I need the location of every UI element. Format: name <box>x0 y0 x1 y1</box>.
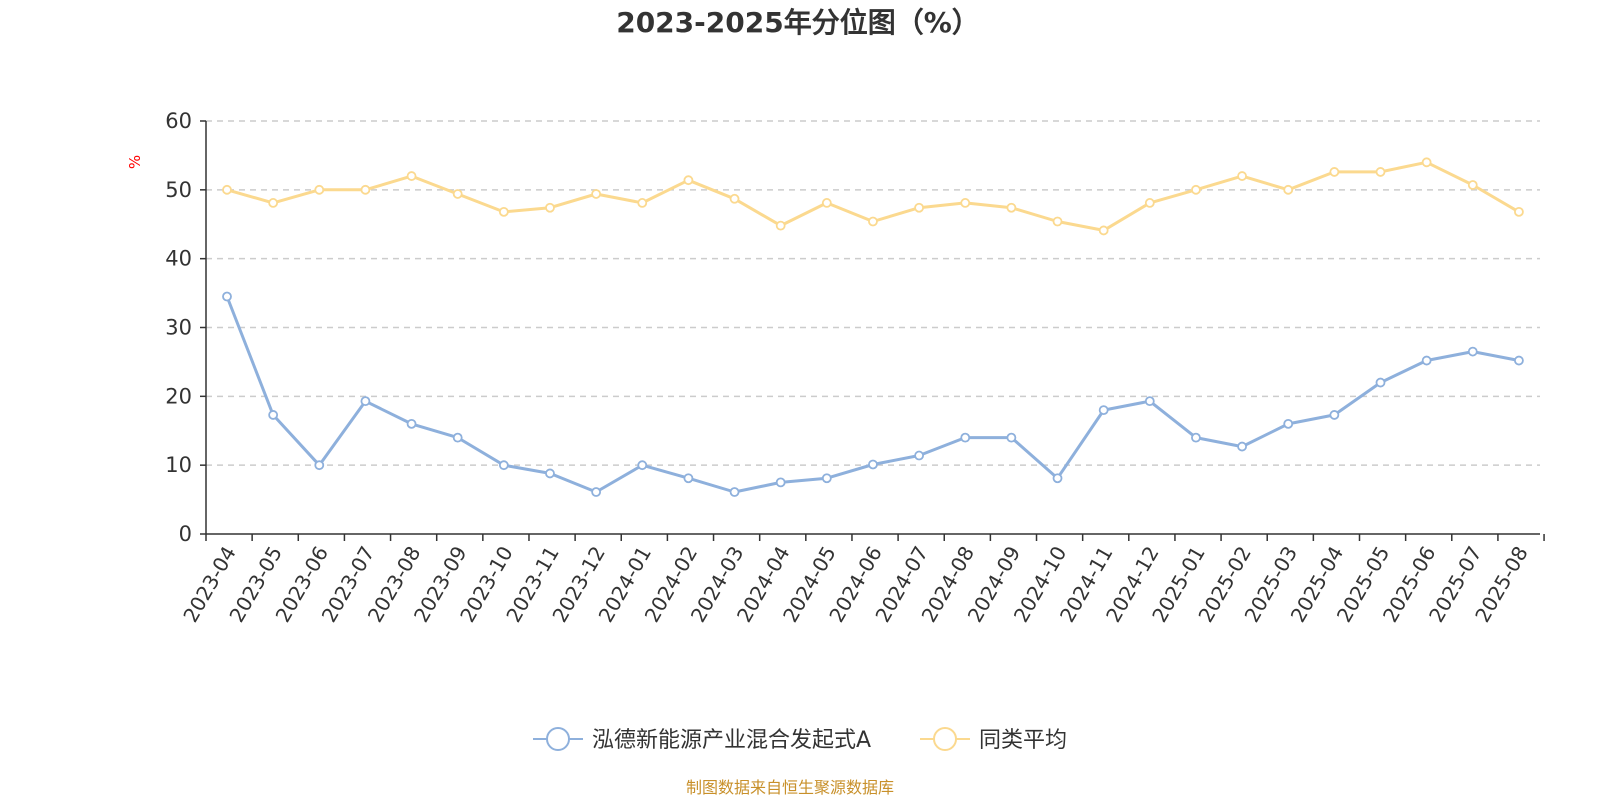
data-point <box>452 189 463 199</box>
data-point <box>1329 167 1340 177</box>
y-axis-unit-label: % <box>126 155 144 169</box>
legend-swatch-marker <box>546 727 570 751</box>
series-lines <box>222 157 1524 497</box>
data-point <box>545 468 555 479</box>
data-point <box>683 175 694 186</box>
data-point <box>1098 225 1109 236</box>
data-point <box>591 487 602 497</box>
data-point <box>914 450 924 461</box>
data-point <box>498 206 509 217</box>
data-point <box>222 184 232 195</box>
data-point <box>406 171 417 181</box>
legend-swatch-marker <box>933 727 957 751</box>
data-point <box>268 410 279 420</box>
data-point <box>775 220 786 231</box>
data-point <box>960 198 971 208</box>
data-point <box>1329 410 1340 420</box>
data-point <box>1006 202 1017 213</box>
y-tick-label: 40 <box>165 247 192 271</box>
data-point <box>1514 206 1524 217</box>
data-point <box>1144 396 1155 407</box>
data-point <box>729 487 740 497</box>
data-point <box>222 291 232 302</box>
data-point <box>821 198 832 208</box>
y-tick-label: 20 <box>165 384 192 408</box>
grid-lines <box>206 120 1540 466</box>
data-point <box>1421 157 1432 168</box>
data-point <box>1191 184 1201 195</box>
data-point <box>1467 180 1478 190</box>
data-point <box>1052 216 1063 227</box>
data-point <box>452 432 463 443</box>
data-point <box>1144 198 1155 208</box>
data-point <box>683 473 694 484</box>
data-point <box>1467 346 1478 357</box>
data-point <box>314 184 325 195</box>
data-point <box>1375 167 1386 177</box>
y-tick-label: 0 <box>179 522 192 546</box>
data-point <box>1421 355 1432 366</box>
data-point <box>268 198 279 208</box>
data-point <box>821 473 832 484</box>
data-point <box>1514 355 1524 366</box>
data-point <box>314 460 325 471</box>
chart-title: 2023-2025年分位图（%） <box>616 6 980 39</box>
y-tick-label: 30 <box>165 316 192 340</box>
data-point <box>406 418 417 429</box>
data-point <box>637 460 648 471</box>
data-point <box>1283 184 1294 195</box>
source-note: 制图数据来自恒生聚源数据库 <box>686 778 894 797</box>
data-point <box>914 202 924 213</box>
data-point <box>360 396 371 407</box>
data-point <box>1006 432 1017 443</box>
data-point <box>1191 432 1201 443</box>
data-point <box>545 202 555 213</box>
legend-label: 泓德新能源产业混合发起式A <box>592 728 871 753</box>
data-point <box>498 460 509 471</box>
data-point <box>1237 171 1247 181</box>
data-point <box>1237 441 1247 452</box>
y-tick-label: 10 <box>165 453 192 477</box>
data-point <box>1052 473 1063 484</box>
legend-item-1[interactable]: 泓德新能源产业混合发起式A <box>533 727 871 753</box>
data-point <box>360 184 371 195</box>
data-point <box>960 432 971 443</box>
data-point <box>1375 377 1386 388</box>
y-tick-label: 50 <box>165 178 192 202</box>
data-point <box>868 216 878 227</box>
data-point <box>637 198 648 208</box>
data-point <box>868 459 878 470</box>
data-point <box>1098 405 1109 416</box>
y-tick-label: 60 <box>165 109 192 133</box>
data-point <box>729 193 740 204</box>
legend-label: 同类平均 <box>979 728 1067 753</box>
legend[interactable]: 泓德新能源产业混合发起式A 同类平均 <box>533 727 1067 753</box>
data-point <box>591 189 602 199</box>
legend-item-2[interactable]: 同类平均 <box>920 727 1067 753</box>
data-point <box>1283 418 1294 429</box>
data-point <box>775 477 786 488</box>
